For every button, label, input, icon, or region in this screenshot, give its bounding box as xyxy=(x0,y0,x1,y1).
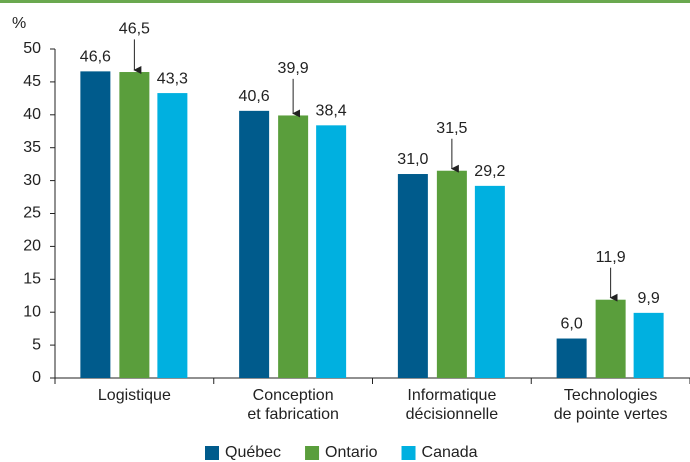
value-label: 11,9 xyxy=(596,249,626,266)
bar xyxy=(397,174,428,378)
bar xyxy=(239,110,270,379)
value-label: 43,3 xyxy=(157,70,188,87)
value-label: 29,2 xyxy=(474,163,505,180)
value-label: 31,0 xyxy=(397,151,428,168)
bar xyxy=(436,170,467,378)
legend-swatch xyxy=(205,446,219,460)
y-tick-label: 35 xyxy=(23,139,41,156)
y-tick-label: 15 xyxy=(23,271,41,288)
bar xyxy=(278,115,309,378)
value-label: 46,5 xyxy=(119,21,150,38)
y-tick-label: 25 xyxy=(23,205,41,222)
x-tick-label: Conception et fabrication xyxy=(247,387,339,423)
bar xyxy=(633,312,664,378)
bar xyxy=(595,299,626,378)
x-tick-label: Logistique xyxy=(97,387,171,404)
bar xyxy=(157,93,188,378)
y-tick-label: 5 xyxy=(32,336,41,353)
legend-label: Canada xyxy=(422,444,478,461)
y-tick-label: 45 xyxy=(23,73,41,90)
y-tick-label: 0 xyxy=(32,369,41,386)
legend-swatch xyxy=(305,446,320,460)
y-tick-label: 10 xyxy=(23,303,41,320)
value-label: 31,5 xyxy=(436,120,467,137)
legend-label: Québec xyxy=(225,444,281,461)
x-tick-label: Technologies de pointe vertes xyxy=(553,387,668,423)
y-tick-label: 40 xyxy=(23,106,41,123)
value-label: 39,9 xyxy=(278,60,309,77)
bar xyxy=(119,72,150,378)
value-label: 40,6 xyxy=(239,88,270,105)
value-label: 38,4 xyxy=(316,103,347,120)
y-axis-label: % xyxy=(12,15,26,32)
value-label: 9,9 xyxy=(638,290,660,307)
x-tick-label: Informatique décisionnelle xyxy=(405,387,499,423)
y-tick-label: 30 xyxy=(23,172,41,189)
y-tick-label: 20 xyxy=(23,238,41,255)
value-label: 6,0 xyxy=(561,316,583,333)
bar xyxy=(474,185,505,378)
bar xyxy=(556,338,587,378)
bar xyxy=(316,125,347,378)
legend-label: Ontario xyxy=(325,444,378,461)
value-label: 46,6 xyxy=(80,49,111,66)
bar xyxy=(80,71,111,378)
y-tick-label: 50 xyxy=(23,40,41,57)
legend-swatch xyxy=(401,446,416,460)
